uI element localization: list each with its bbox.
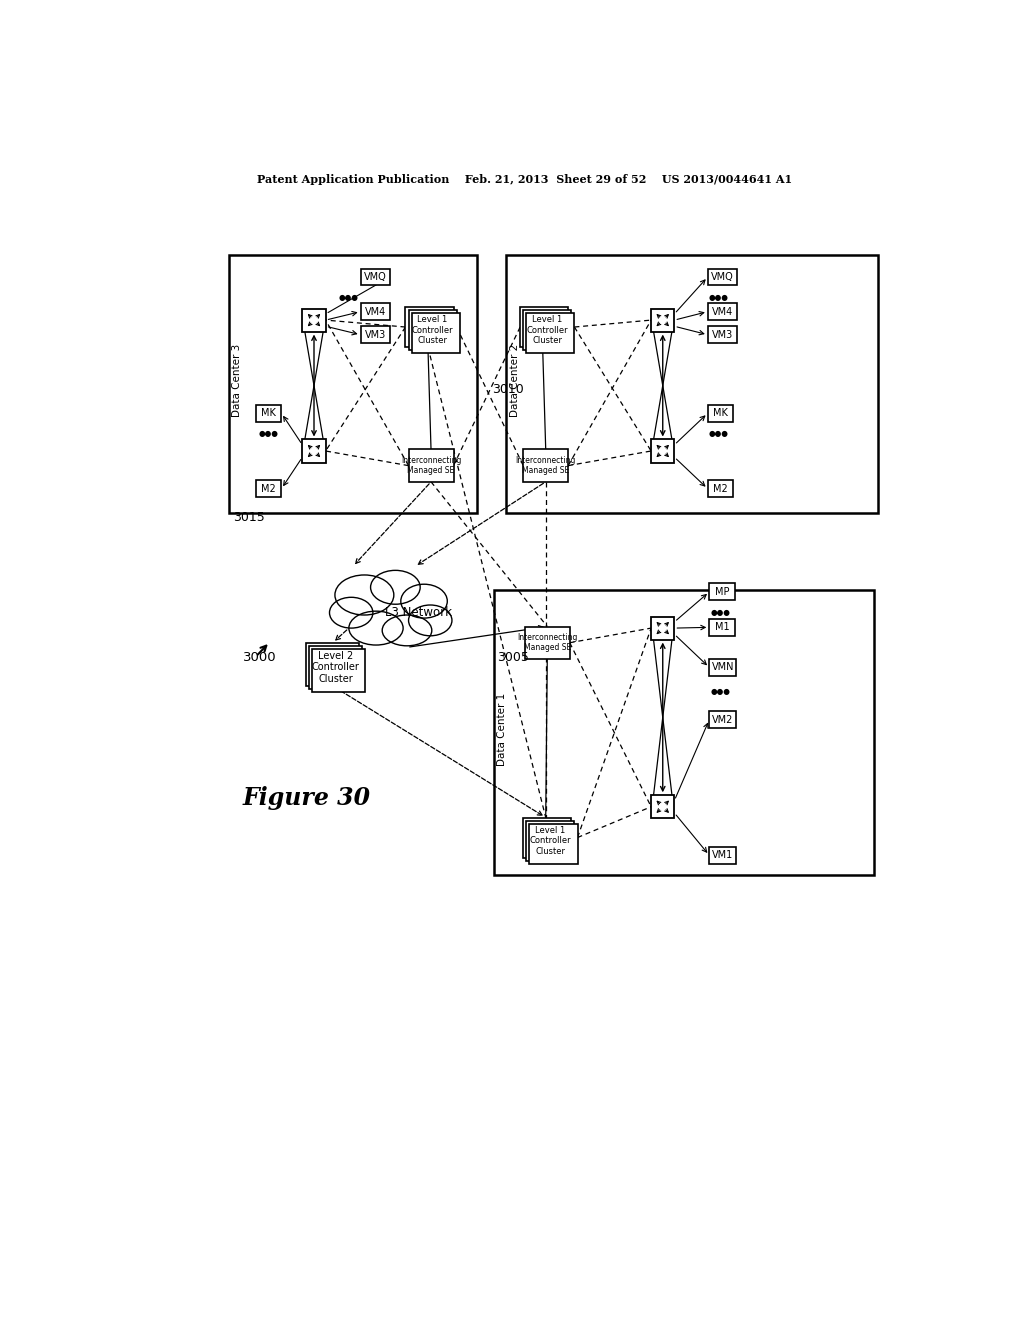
Text: VM4: VM4 [712, 306, 733, 317]
Bar [302, 309, 326, 331]
Bar [651, 309, 675, 331]
Text: ●●●: ●●● [258, 429, 279, 438]
Bar [506, 255, 879, 512]
Text: VM2: VM2 [712, 714, 733, 725]
Text: 3010: 3010 [493, 383, 524, 396]
Bar [412, 313, 460, 354]
Bar [523, 450, 568, 482]
Text: MP: MP [715, 587, 729, 597]
Text: Patent Application Publication    Feb. 21, 2013  Sheet 29 of 52    US 2013/00446: Patent Application Publication Feb. 21, … [257, 174, 793, 185]
Bar [306, 643, 359, 686]
Text: ●●●: ●●● [709, 293, 728, 301]
Bar [526, 821, 574, 861]
Bar [524, 627, 569, 659]
Text: Interconnecting
Managed SE: Interconnecting Managed SE [400, 455, 461, 475]
Bar [309, 645, 362, 689]
Bar [256, 405, 282, 422]
Text: Data Center 1: Data Center 1 [498, 693, 507, 766]
Text: M1: M1 [715, 622, 729, 632]
Bar [708, 304, 737, 321]
Text: VMQ: VMQ [364, 272, 387, 282]
Text: Interconnecting
Managed SE: Interconnecting Managed SE [517, 634, 578, 652]
Ellipse shape [335, 576, 394, 615]
Bar [651, 440, 675, 462]
Text: Interconnecting
Managed SE: Interconnecting Managed SE [515, 455, 575, 475]
Bar [710, 583, 735, 601]
Ellipse shape [330, 597, 373, 628]
Text: Level 2
Controller
Cluster: Level 2 Controller Cluster [311, 651, 359, 684]
Bar [302, 440, 326, 462]
Text: MK: MK [713, 408, 728, 418]
Bar [708, 405, 733, 422]
Bar [360, 304, 390, 321]
Ellipse shape [382, 615, 432, 645]
Bar [256, 480, 282, 498]
Bar [708, 268, 737, 285]
Bar [710, 847, 736, 863]
Bar [409, 310, 457, 350]
Text: VM1: VM1 [712, 850, 733, 861]
Text: M2: M2 [261, 483, 276, 494]
Ellipse shape [371, 570, 420, 605]
Text: 3005: 3005 [497, 651, 528, 664]
Text: VM3: VM3 [365, 330, 386, 339]
Text: Data Center 2: Data Center 2 [510, 345, 520, 417]
Bar [312, 649, 366, 692]
Bar [651, 616, 675, 640]
Text: ●●●: ●●● [711, 609, 730, 618]
Bar [494, 590, 873, 875]
Text: VM4: VM4 [365, 306, 386, 317]
Text: M2: M2 [713, 483, 728, 494]
Bar [710, 659, 736, 676]
Bar [228, 255, 477, 512]
Ellipse shape [349, 611, 403, 645]
Bar [406, 308, 454, 347]
Text: ●●●: ●●● [339, 293, 358, 301]
Bar [651, 795, 675, 818]
Text: Data Center 3: Data Center 3 [232, 345, 243, 417]
Bar [360, 268, 390, 285]
Bar [360, 326, 390, 343]
Text: MK: MK [261, 408, 276, 418]
Bar [520, 308, 568, 347]
Bar [523, 310, 571, 350]
Text: Level 1
Controller
Cluster: Level 1 Controller Cluster [526, 315, 568, 345]
Text: VM3: VM3 [712, 330, 733, 339]
Bar [708, 480, 733, 498]
Text: VMN: VMN [712, 663, 734, 672]
Bar [523, 817, 571, 858]
Bar [710, 619, 735, 636]
Text: ●●●: ●●● [709, 429, 728, 438]
Text: 3015: 3015 [232, 511, 264, 524]
Ellipse shape [400, 585, 447, 618]
Bar [409, 450, 454, 482]
Bar [710, 711, 736, 729]
Text: Figure 30: Figure 30 [243, 785, 371, 809]
Bar [708, 326, 737, 343]
Text: Level 1
Controller
Cluster: Level 1 Controller Cluster [529, 826, 571, 855]
Bar [529, 824, 578, 863]
Ellipse shape [409, 605, 452, 636]
Text: Level 1
Controller
Cluster: Level 1 Controller Cluster [412, 315, 454, 345]
Text: 3000: 3000 [243, 651, 276, 664]
Text: VMQ: VMQ [711, 272, 734, 282]
Text: L3 Network: L3 Network [385, 606, 453, 619]
Bar [526, 313, 574, 354]
Text: ●●●: ●●● [711, 686, 731, 696]
